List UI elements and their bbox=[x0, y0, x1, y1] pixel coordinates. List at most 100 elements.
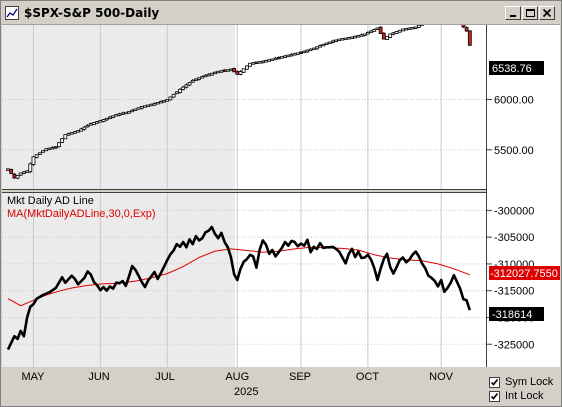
price-candle bbox=[111, 115, 116, 118]
price-candle bbox=[362, 33, 367, 36]
price-candle bbox=[404, 28, 409, 31]
price-candle bbox=[318, 45, 323, 48]
price-candle bbox=[209, 72, 214, 76]
price-candle bbox=[127, 111, 131, 114]
price-flag-box bbox=[489, 61, 544, 75]
price-candle bbox=[6, 168, 10, 171]
price-candle bbox=[44, 148, 49, 152]
price-candle bbox=[66, 133, 71, 136]
price-candle bbox=[229, 68, 233, 72]
x-tick-label: OCT bbox=[356, 371, 380, 383]
title-bar[interactable]: $SPX-S&P 500-Daily bbox=[2, 2, 560, 25]
price-candle bbox=[299, 51, 303, 54]
x-tick-label: MAY bbox=[21, 371, 45, 383]
price-candle bbox=[15, 175, 20, 179]
price-candle bbox=[267, 59, 272, 62]
ma-line bbox=[7, 246, 470, 307]
price-candle bbox=[397, 29, 402, 33]
price-candle bbox=[244, 65, 249, 70]
chart-canvas[interactable]: Mkt Daily AD Line MA(MktDailyADLine,30,0… bbox=[2, 25, 560, 385]
price-candle bbox=[334, 39, 338, 42]
price-candle bbox=[146, 104, 151, 107]
price-candle bbox=[22, 171, 26, 174]
price-candle bbox=[139, 106, 144, 109]
maximize-button[interactable] bbox=[522, 6, 538, 20]
price-candle bbox=[391, 32, 396, 35]
price-candle bbox=[203, 74, 208, 78]
price-candle bbox=[232, 68, 237, 73]
price-candle bbox=[276, 56, 281, 60]
price-candle bbox=[330, 40, 335, 43]
price-candle bbox=[82, 126, 87, 130]
price-candle bbox=[292, 53, 297, 56]
price-candle bbox=[194, 78, 198, 81]
price-candle bbox=[187, 82, 192, 86]
price-candle bbox=[337, 38, 342, 41]
close-button[interactable] bbox=[539, 6, 555, 20]
price-candle bbox=[25, 170, 30, 173]
maximize-icon bbox=[526, 9, 535, 17]
price-candle bbox=[28, 163, 33, 173]
minimize-button[interactable] bbox=[505, 6, 521, 20]
price-candle bbox=[123, 111, 128, 115]
int-lock-checkbox[interactable] bbox=[489, 391, 500, 402]
price-candle bbox=[401, 28, 405, 32]
price-candle bbox=[340, 38, 345, 41]
price-candle bbox=[295, 52, 300, 55]
check-icon bbox=[490, 379, 499, 386]
price-candle bbox=[34, 154, 39, 158]
price-candle bbox=[378, 26, 383, 34]
price-candle bbox=[41, 150, 45, 153]
price-candle bbox=[346, 37, 351, 40]
price-candle bbox=[273, 57, 278, 61]
price-candle bbox=[407, 27, 412, 30]
price-candle bbox=[184, 84, 189, 88]
sym-lock-checkbox[interactable] bbox=[489, 377, 500, 388]
price-candle bbox=[381, 32, 386, 40]
price-candle bbox=[324, 42, 329, 45]
price-candle bbox=[101, 119, 106, 122]
price-candle bbox=[88, 123, 93, 126]
breadth-tick-label: -300000 bbox=[494, 205, 534, 217]
price-candle bbox=[200, 76, 205, 79]
price-candle bbox=[95, 121, 100, 124]
price-candle bbox=[9, 168, 14, 174]
price-tick-label: 6000.00 bbox=[494, 94, 534, 106]
breadth-shade bbox=[2, 193, 235, 367]
price-candle bbox=[85, 124, 90, 128]
x-tick-label: JUL bbox=[155, 371, 175, 383]
price-candle bbox=[369, 30, 373, 33]
price-candle bbox=[168, 96, 173, 101]
price-candle bbox=[257, 61, 262, 64]
price-candle bbox=[286, 54, 291, 58]
price-candle bbox=[394, 31, 399, 34]
price-tick-label: 5500.00 bbox=[494, 145, 534, 157]
breadth-tick-label: -325000 bbox=[494, 339, 534, 351]
price-candle bbox=[53, 146, 58, 149]
price-candle bbox=[108, 116, 112, 119]
price-candle bbox=[343, 37, 348, 40]
price-candle bbox=[350, 36, 354, 39]
price-candle bbox=[321, 43, 326, 47]
price-candle bbox=[76, 130, 80, 133]
price-candle bbox=[270, 58, 275, 61]
price-candle bbox=[315, 46, 319, 50]
price-candle bbox=[104, 117, 109, 121]
price-candle bbox=[327, 41, 332, 44]
chart-icon bbox=[5, 6, 19, 20]
price-candle bbox=[197, 77, 201, 80]
x-tick-label: SEP bbox=[289, 371, 311, 383]
price-candle bbox=[219, 70, 224, 73]
price-candle bbox=[388, 33, 393, 38]
price-candle bbox=[248, 62, 252, 67]
price-shade bbox=[2, 25, 235, 189]
price-candle bbox=[69, 132, 74, 135]
price-candle bbox=[165, 99, 170, 102]
price-candle bbox=[12, 173, 17, 179]
ma-flag: -312027.7550 bbox=[490, 268, 558, 280]
price-candle bbox=[467, 30, 472, 46]
price-candle bbox=[251, 62, 256, 65]
price-candle bbox=[216, 70, 221, 74]
price-candle bbox=[117, 113, 122, 116]
price-candle bbox=[235, 70, 240, 75]
